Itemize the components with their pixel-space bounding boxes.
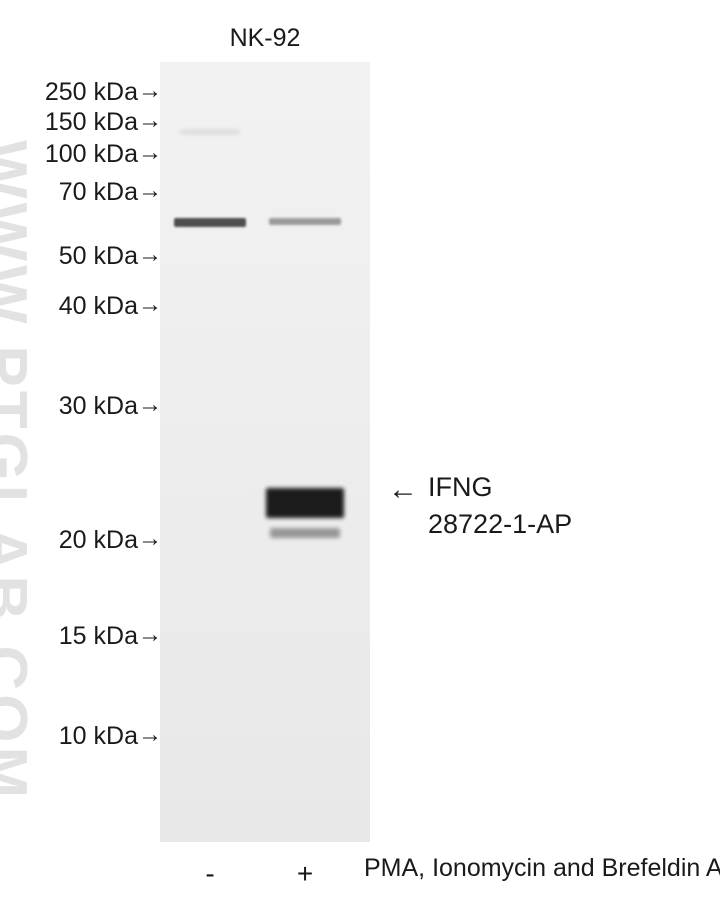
blot-band	[269, 218, 341, 225]
ladder-label: 15 kDa	[59, 622, 138, 651]
ladder-label: 100 kDa	[45, 140, 138, 169]
blot-band	[266, 488, 344, 518]
ladder-label: 30 kDa	[59, 392, 138, 421]
ladder-arrow-icon: →	[138, 109, 162, 133]
ladder-label: 40 kDa	[59, 292, 138, 321]
target-arrow: ←	[388, 475, 418, 505]
ladder-arrow-icon: →	[138, 623, 162, 647]
ladder-label: 150 kDa	[45, 108, 138, 137]
ladder-label: 50 kDa	[59, 242, 138, 271]
ladder-label: 10 kDa	[59, 722, 138, 751]
ladder-arrow-icon: →	[138, 179, 162, 203]
ladder-arrow-icon: →	[138, 723, 162, 747]
blot-band	[270, 528, 340, 538]
ladder-label: 70 kDa	[59, 178, 138, 207]
ladder-arrow-icon: →	[138, 243, 162, 267]
ladder-arrow-icon: →	[138, 79, 162, 103]
figure-container: WWW.PTGLAB.COM NK-92 250 kDa→150 kDa→100…	[0, 0, 720, 903]
watermark-text: WWW.PTGLAB.COM	[0, 140, 40, 802]
ladder-arrow-icon: →	[138, 141, 162, 165]
target-catalog-number: 28722-1-AP	[428, 509, 572, 540]
blot-membrane	[160, 62, 370, 842]
ladder-label: 250 kDa	[45, 78, 138, 107]
blot-band	[174, 218, 246, 227]
lane-label-plus: +	[290, 858, 320, 890]
lane-label-minus: -	[195, 858, 225, 890]
target-protein-name: IFNG	[428, 472, 493, 503]
ladder-arrow-icon: →	[138, 293, 162, 317]
blot-band	[180, 130, 240, 134]
treatment-label: PMA, Ionomycin and Brefeldin A	[364, 854, 720, 883]
ladder-label: 20 kDa	[59, 526, 138, 555]
ladder-arrow-icon: →	[138, 527, 162, 551]
sample-label: NK-92	[165, 24, 365, 53]
ladder-arrow-icon: →	[138, 393, 162, 417]
